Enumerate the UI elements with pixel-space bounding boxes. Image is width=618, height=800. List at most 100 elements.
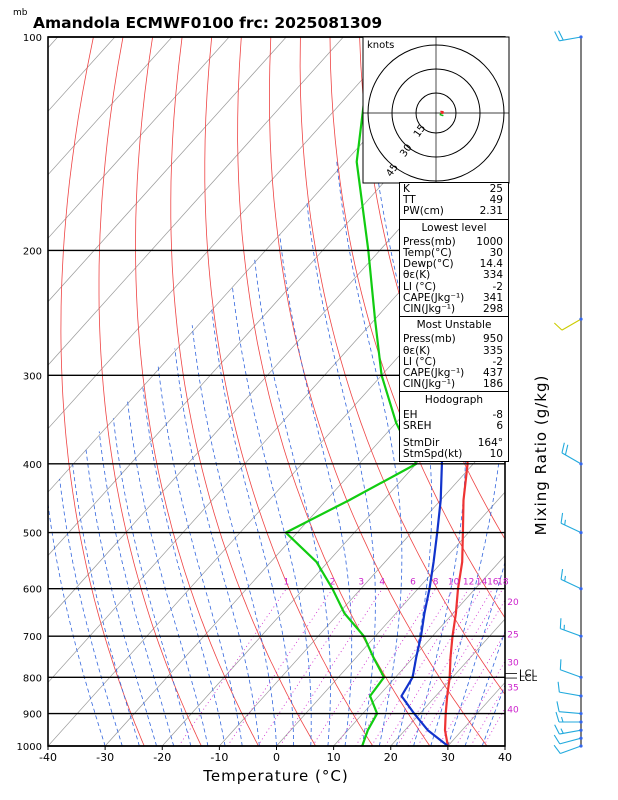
- mixing-ratio-label: 12: [463, 578, 474, 588]
- stat-label: StmDir: [403, 437, 440, 450]
- moist-adiabat-line: [191, 325, 277, 746]
- moist-adiabat-line: [174, 348, 260, 746]
- lcl-label: LCL: [519, 673, 538, 684]
- mixing-ratio-label: 1: [284, 578, 290, 588]
- mixing-ratio-label: 35: [507, 683, 518, 693]
- stat-row: TT 49: [403, 194, 505, 207]
- stat-value: 341: [482, 291, 503, 304]
- stat-label: PW(cm): [403, 205, 444, 218]
- wind-barb: [560, 512, 583, 535]
- pressure-tick-label: 200: [23, 246, 42, 257]
- stat-row: StmDir 164°: [403, 437, 505, 450]
- dry-adiabat-line: [299, 37, 505, 696]
- dry-adiabat-line: [329, 37, 505, 619]
- right-axis-label: Mixing Ratio (g/kg): [532, 375, 550, 536]
- mixing-ratio-label: 2: [330, 578, 336, 588]
- mixing-ratio-line: [455, 660, 505, 746]
- mixing-ratio-line: [279, 588, 383, 746]
- indices-box: K 25 TT 49 PW(cm) 2.31: [399, 182, 509, 220]
- mixing-ratio-line: [470, 685, 505, 746]
- stat-label: StmSpd(kt): [403, 448, 463, 461]
- stat-row: StmSpd(kt) 10: [403, 449, 505, 460]
- wind-barb: [561, 442, 583, 466]
- isotherm-line: [562, 37, 618, 746]
- isotherm-line: [390, 618, 505, 746]
- stat-label: CAPE(Jkg⁻¹): [403, 367, 465, 380]
- stat-value: -2: [492, 355, 503, 368]
- stat-row: Press(mb) 950: [403, 334, 505, 345]
- stat-label: EH: [403, 408, 418, 421]
- x-tick-label: -40: [39, 751, 57, 764]
- pressure-tick-label: 1000: [17, 742, 42, 753]
- isotherm-line: [48, 37, 458, 493]
- moist-adiabat-line: [157, 364, 243, 746]
- hodograph-unit-label: knots: [367, 40, 394, 51]
- stat-label: LI (°C): [403, 355, 437, 368]
- x-tick-label: -30: [96, 751, 114, 764]
- stat-value: -2: [492, 280, 503, 293]
- x-axis-label: Temperature (°C): [202, 767, 348, 785]
- stat-value: 10: [489, 448, 503, 461]
- moist-adiabat-line: [211, 306, 294, 746]
- background-lines: [48, 37, 618, 746]
- pressure-tick-label: 400: [23, 460, 42, 471]
- moist-adiabat-line: [336, 161, 403, 746]
- most-unstable-heading: Most Unstable: [416, 319, 492, 332]
- hodograph-trace-low: [440, 110, 444, 115]
- chart-title: Amandola ECMWF0100 frc: 2025081309: [33, 14, 382, 32]
- dry-adiabat-line: [98, 37, 202, 746]
- mixing-ratio-label: 10: [448, 578, 460, 588]
- x-tick-label: 10: [327, 751, 341, 764]
- isotherm-line: [48, 37, 116, 112]
- stat-row: Dewp(°C) 14.4: [403, 259, 505, 270]
- stat-row: CAPE(Jkg⁻¹) 437: [403, 367, 505, 380]
- stat-row: LI (°C) -2: [403, 280, 505, 293]
- stat-value: 437: [482, 367, 503, 380]
- stat-row: PW(cm) 2.31: [403, 206, 505, 217]
- wind-barb: [554, 724, 583, 735]
- pressure-tick-label: 900: [23, 710, 42, 721]
- x-tick-label: -10: [210, 751, 228, 764]
- wind-barb: [553, 317, 583, 331]
- dry-adiabat-line: [237, 37, 431, 746]
- pressure-unit-label: mb: [13, 8, 28, 18]
- stat-label: Press(mb): [403, 333, 456, 346]
- stat-row: Press(mb) 1000: [403, 236, 505, 248]
- stat-label: TT: [403, 194, 416, 207]
- mixing-ratio-line: [438, 632, 505, 746]
- stat-value: -8: [492, 408, 503, 421]
- pressure-tick-label: 100: [23, 33, 42, 44]
- stat-value: 164°: [477, 437, 503, 450]
- wind-barb: [559, 659, 583, 679]
- stat-value: 950: [482, 333, 503, 346]
- mixing-ratio-line: [312, 588, 414, 746]
- mixing-ratio-label: 16: [487, 578, 499, 588]
- moist-adiabat-line: [85, 448, 157, 746]
- mixing-ratio-label: 4: [379, 578, 385, 588]
- dry-adiabat-line: [567, 37, 618, 746]
- stat-value: 49: [489, 194, 503, 207]
- moist-adiabat-line: [306, 200, 376, 746]
- isotherm-line: [333, 555, 505, 746]
- moist-adiabat-line: [232, 286, 312, 746]
- moist-adiabat-line: [127, 399, 209, 746]
- wind-barb: [553, 734, 583, 745]
- dry-adiabat-line: [596, 37, 618, 746]
- pressure-tick-label: 600: [23, 585, 42, 596]
- moist-adiabat-line: [481, 683, 505, 746]
- stat-row: SREH 6: [403, 419, 505, 432]
- stat-label: CIN(Jkg⁻¹): [403, 378, 456, 391]
- stat-label: Dewp(°C): [403, 258, 454, 271]
- stat-value: 30: [489, 247, 503, 260]
- mixing-ratio-label: 30: [507, 659, 519, 669]
- moist-adiabat-line: [112, 418, 192, 746]
- stat-label: K: [403, 183, 410, 195]
- moist-adiabat-line: [447, 560, 505, 746]
- moist-adiabat-line: [142, 385, 226, 746]
- isotherm-line: [276, 491, 505, 746]
- stat-value: 6: [496, 419, 503, 432]
- mixing-ratio-label: 40: [507, 706, 519, 716]
- mixing-ratio-line: [355, 588, 454, 746]
- lowest-level-box: Lowest level Press(mb) 1000 Temp(°C) 30 Dewp…: [399, 218, 509, 318]
